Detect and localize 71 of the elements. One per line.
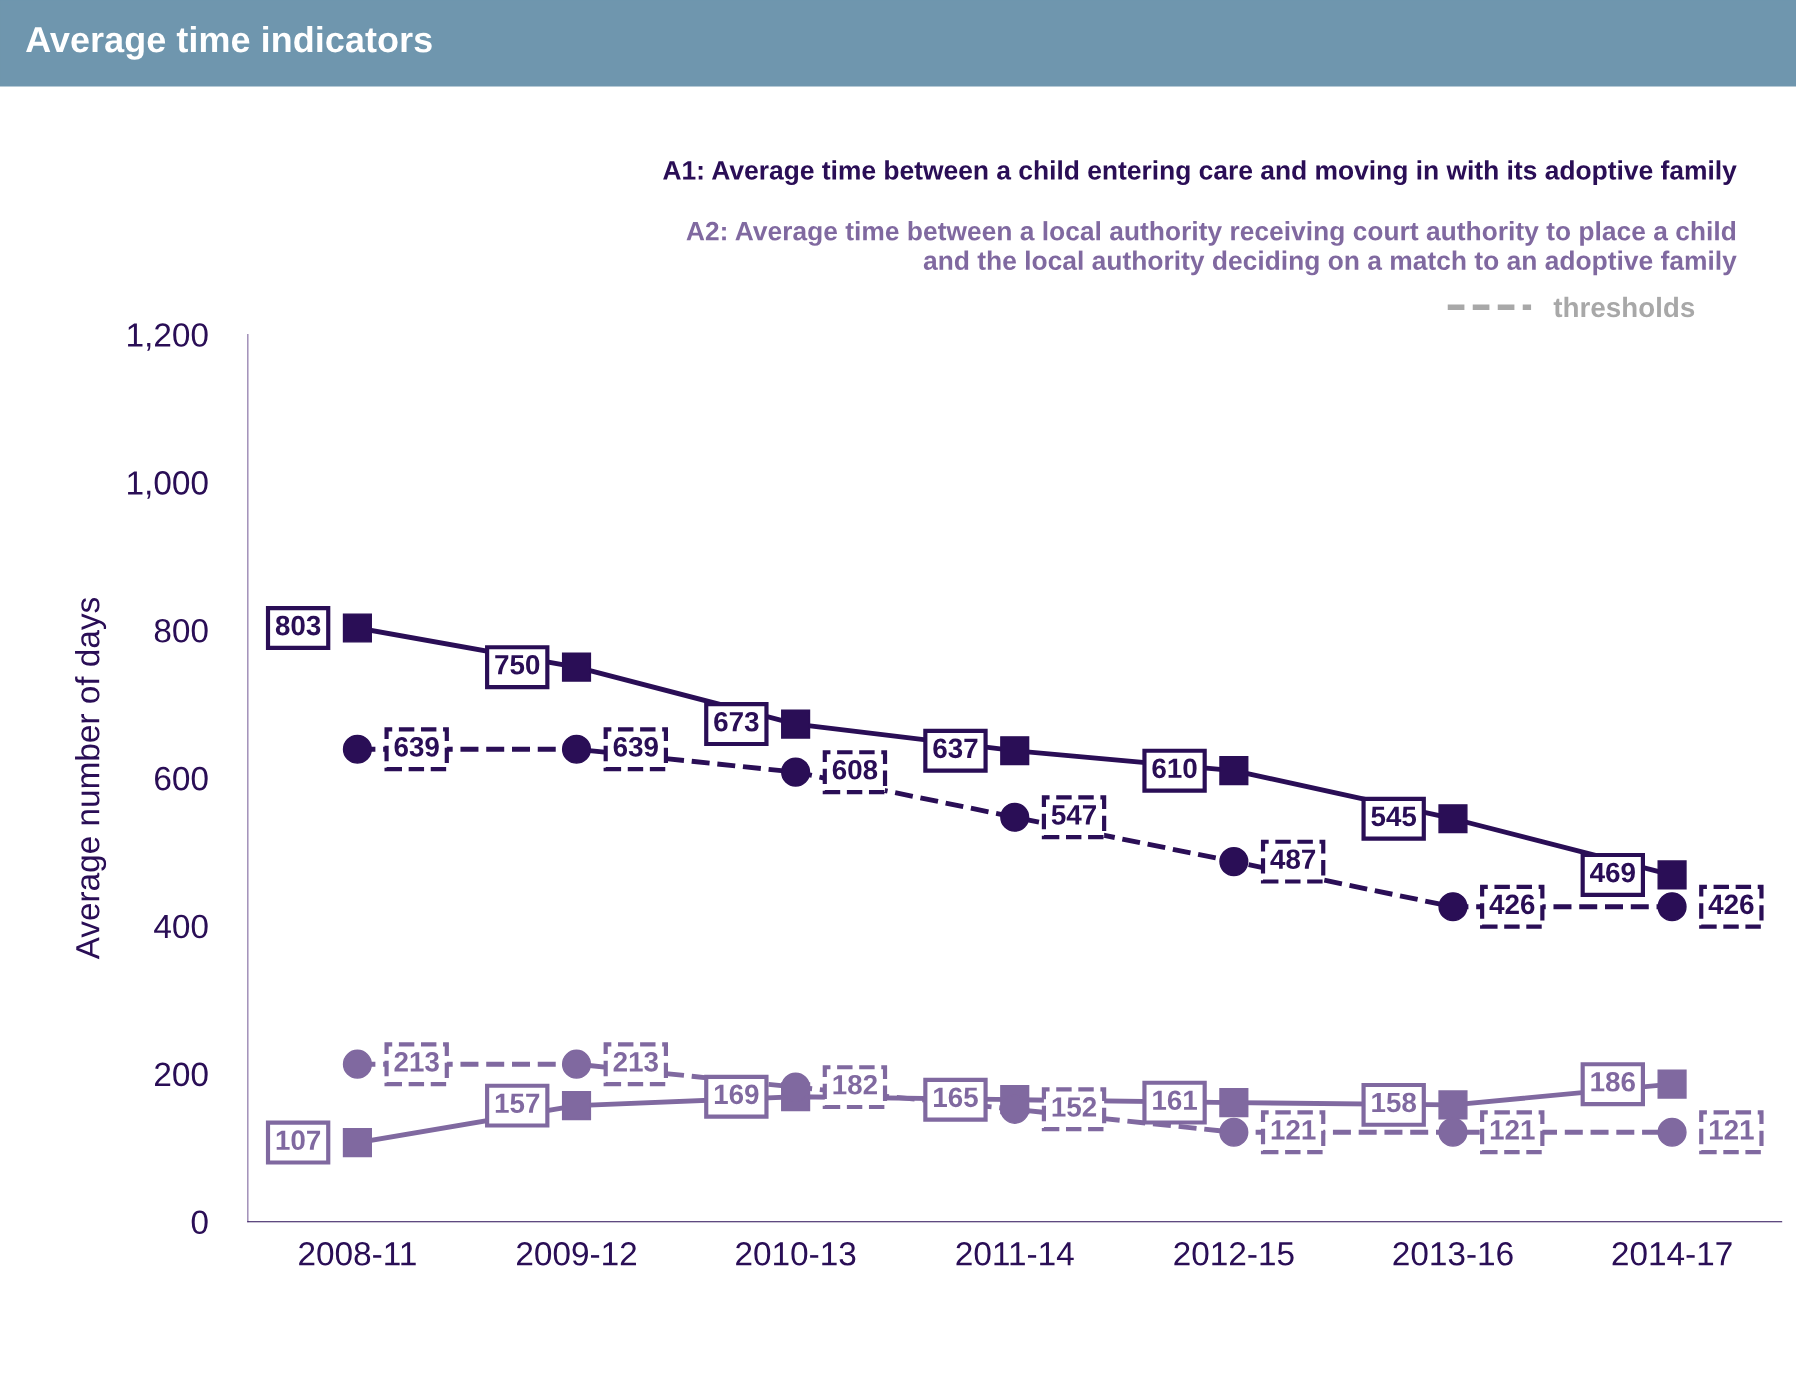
data-label: 213: [613, 1051, 658, 1072]
data-label: 673: [714, 711, 759, 732]
point: [342, 613, 372, 643]
x-tick-label: 2011-14: [956, 1242, 1074, 1266]
point: [1219, 1117, 1249, 1147]
point: [561, 734, 592, 764]
x-tick-label: 2009-12: [517, 1242, 637, 1266]
point: [1219, 756, 1249, 786]
point: [1657, 892, 1687, 922]
data-label: 639: [613, 737, 658, 757]
data-label: 169: [714, 1084, 759, 1105]
x-tick-label: 2010-13: [736, 1242, 856, 1266]
point: [342, 734, 372, 764]
data-label: 161: [1153, 1090, 1197, 1111]
text: A2: Average time between a local authority receiving court authority to place a child and the local authority deciding on a match to an adoptive family: [686, 221, 1737, 276]
point: [342, 1127, 372, 1158]
point: [561, 652, 592, 682]
data-label: 165: [934, 1087, 978, 1108]
data-label: 803: [275, 615, 321, 636]
point: [561, 1091, 592, 1121]
data-label: 750: [495, 654, 540, 675]
y-tick-label: 400: [154, 914, 208, 939]
point: [1000, 736, 1030, 766]
text: thresholds: [1553, 296, 1695, 318]
point: [1657, 1117, 1687, 1147]
y-tick-label: 800: [154, 618, 208, 643]
data-label: 152: [1052, 1097, 1097, 1117]
data-label: 487: [1270, 849, 1316, 870]
data-label: 107: [276, 1130, 321, 1151]
data-label: 610: [1152, 758, 1197, 779]
point: [1657, 1069, 1687, 1099]
data-label: 121: [1271, 1120, 1316, 1140]
point: [1438, 1090, 1468, 1120]
data-label: 469: [1590, 862, 1635, 883]
data-label: 426: [1489, 894, 1535, 915]
point: [1219, 1088, 1249, 1118]
y-tick-label: 1,200: [128, 323, 208, 351]
point: [781, 709, 811, 739]
data-label: 157: [495, 1093, 540, 1114]
point: [1657, 860, 1687, 890]
data-label: 158: [1372, 1092, 1417, 1113]
x-tick-label: 2013-16: [1393, 1242, 1513, 1266]
data-label: 608: [832, 759, 878, 780]
point: [561, 1049, 592, 1079]
point: [342, 1049, 372, 1079]
data-label: 182: [833, 1074, 877, 1095]
y-tick-label: 1,000: [128, 471, 208, 499]
point: [1438, 804, 1468, 834]
x-tick-label: 2008-11: [299, 1242, 416, 1266]
point: [1219, 847, 1249, 877]
x-tick-label: 2014-17: [1612, 1242, 1732, 1266]
data-label: 639: [394, 737, 439, 757]
y-tick-label: 0: [191, 1210, 208, 1235]
y-tick-label: 600: [155, 766, 208, 791]
data-label: 545: [1371, 806, 1417, 827]
point: [1438, 1117, 1468, 1147]
x-tick-label: 2012-15: [1174, 1242, 1294, 1266]
point: [781, 757, 811, 787]
data-label: 186: [1591, 1071, 1635, 1092]
point: [1000, 802, 1030, 832]
data-label: 426: [1708, 894, 1754, 915]
point: [1438, 892, 1468, 922]
data-label: 637: [933, 738, 978, 759]
y-tick-label: 200: [155, 1062, 208, 1087]
data-label: 547: [1051, 805, 1096, 825]
data-label: 121: [1709, 1120, 1754, 1140]
text: A1: Average time between a child entering care and moving in with its adoptive family: [663, 160, 1737, 186]
chart-title: Average time indicators: [26, 25, 432, 60]
data-label: 121: [1490, 1120, 1535, 1140]
data-label: 213: [394, 1051, 439, 1072]
y-axis-title: Average number of days: [75, 597, 107, 960]
